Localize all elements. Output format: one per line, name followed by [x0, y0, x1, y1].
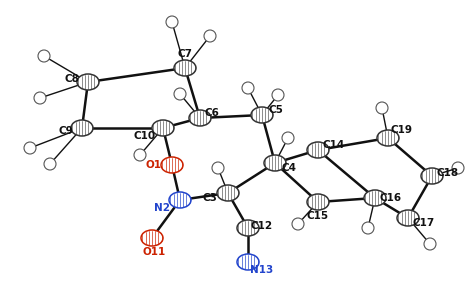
Ellipse shape — [377, 130, 399, 146]
Text: O1: O1 — [146, 160, 162, 170]
Ellipse shape — [152, 120, 174, 136]
Ellipse shape — [264, 155, 286, 171]
Circle shape — [292, 218, 304, 230]
Text: O11: O11 — [142, 247, 165, 257]
Text: N2: N2 — [154, 203, 170, 213]
Text: C16: C16 — [380, 193, 402, 203]
Ellipse shape — [307, 142, 329, 158]
Circle shape — [44, 158, 56, 170]
Text: C19: C19 — [391, 125, 413, 135]
Ellipse shape — [251, 107, 273, 123]
Circle shape — [34, 92, 46, 104]
Text: C15: C15 — [307, 211, 329, 221]
Circle shape — [24, 142, 36, 154]
Ellipse shape — [141, 230, 163, 246]
Ellipse shape — [237, 220, 259, 236]
Text: C4: C4 — [282, 163, 297, 173]
Ellipse shape — [217, 185, 239, 201]
Text: C9: C9 — [59, 126, 73, 136]
Ellipse shape — [397, 210, 419, 226]
Circle shape — [376, 102, 388, 114]
Text: C5: C5 — [269, 105, 283, 115]
Circle shape — [204, 30, 216, 42]
Ellipse shape — [364, 190, 386, 206]
Ellipse shape — [71, 120, 93, 136]
Text: C8: C8 — [64, 74, 80, 84]
Circle shape — [362, 222, 374, 234]
Text: C7: C7 — [177, 49, 192, 59]
Circle shape — [272, 89, 284, 101]
Ellipse shape — [421, 168, 443, 184]
Text: C17: C17 — [413, 218, 435, 228]
Text: C14: C14 — [323, 140, 345, 150]
Ellipse shape — [161, 157, 183, 173]
Text: C12: C12 — [251, 221, 273, 231]
Ellipse shape — [174, 60, 196, 76]
Circle shape — [166, 16, 178, 28]
Ellipse shape — [189, 110, 211, 126]
Ellipse shape — [237, 254, 259, 270]
Text: C3: C3 — [202, 193, 218, 203]
Circle shape — [38, 50, 50, 62]
Text: C6: C6 — [205, 108, 219, 118]
Circle shape — [452, 162, 464, 174]
Text: C18: C18 — [437, 168, 459, 178]
Circle shape — [174, 88, 186, 100]
Circle shape — [134, 149, 146, 161]
Circle shape — [212, 162, 224, 174]
Circle shape — [242, 82, 254, 94]
Ellipse shape — [169, 192, 191, 208]
Circle shape — [424, 238, 436, 250]
Text: N13: N13 — [250, 265, 273, 275]
Circle shape — [282, 132, 294, 144]
Text: C10: C10 — [134, 131, 156, 141]
Ellipse shape — [77, 74, 99, 90]
Ellipse shape — [307, 194, 329, 210]
